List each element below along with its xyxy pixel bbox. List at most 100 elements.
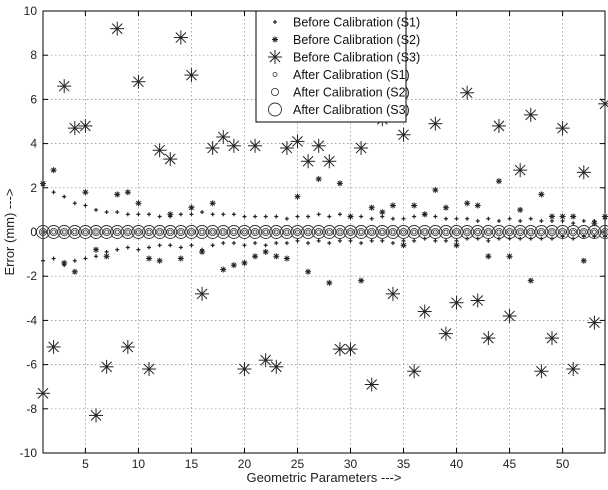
data-point bbox=[484, 227, 493, 236]
data-point bbox=[407, 225, 422, 239]
data-point bbox=[502, 308, 517, 323]
legend-label: After Calibration (S2) bbox=[293, 86, 410, 100]
data-point bbox=[438, 326, 453, 341]
data-point bbox=[195, 286, 210, 301]
data-point bbox=[147, 212, 152, 217]
y-tick-label: -8 bbox=[26, 402, 37, 416]
data-point bbox=[269, 225, 284, 239]
x-tick-label: 5 bbox=[82, 457, 89, 471]
data-point bbox=[570, 229, 576, 235]
data-point bbox=[571, 236, 576, 241]
data-point bbox=[314, 227, 323, 236]
data-point bbox=[306, 241, 311, 246]
data-point bbox=[93, 246, 100, 253]
data-point bbox=[51, 229, 57, 235]
data-point bbox=[428, 225, 443, 239]
data-point bbox=[453, 242, 460, 249]
data-point bbox=[205, 225, 220, 239]
data-point bbox=[506, 253, 513, 260]
data-point bbox=[581, 234, 586, 239]
data-point bbox=[496, 229, 502, 235]
data-point bbox=[263, 229, 269, 235]
data-point bbox=[216, 225, 231, 239]
data-point bbox=[113, 227, 122, 236]
data-point bbox=[332, 225, 347, 239]
data-point bbox=[306, 214, 311, 219]
data-point bbox=[40, 180, 46, 187]
data-point bbox=[295, 214, 300, 219]
x-tick-label: 45 bbox=[503, 457, 517, 471]
data-point bbox=[220, 229, 226, 235]
data-point bbox=[189, 243, 194, 248]
data-point bbox=[528, 216, 533, 221]
data-point bbox=[248, 138, 263, 153]
data-point bbox=[534, 364, 549, 379]
data-point bbox=[322, 225, 337, 239]
data-point bbox=[301, 225, 316, 239]
data-point bbox=[380, 214, 385, 219]
data-point bbox=[167, 211, 174, 218]
data-point bbox=[258, 353, 273, 368]
series-3 bbox=[36, 21, 608, 423]
data-point bbox=[399, 227, 408, 236]
data-point bbox=[189, 229, 194, 235]
data-point bbox=[184, 225, 199, 239]
data-point bbox=[142, 362, 157, 377]
data-point bbox=[555, 121, 570, 136]
data-point bbox=[99, 225, 114, 239]
data-point bbox=[145, 227, 154, 236]
data-point bbox=[422, 236, 427, 241]
data-point bbox=[560, 218, 565, 223]
data-point bbox=[547, 227, 556, 236]
data-point bbox=[199, 248, 206, 255]
legend-label: After Calibration (S3) bbox=[293, 103, 410, 117]
data-point bbox=[263, 243, 268, 248]
data-point bbox=[517, 206, 524, 213]
data-point bbox=[518, 218, 523, 223]
legend-marker bbox=[272, 72, 278, 77]
data-point bbox=[282, 227, 291, 236]
data-point bbox=[188, 204, 195, 211]
data-point bbox=[184, 68, 199, 83]
data-point bbox=[173, 225, 188, 239]
data-point bbox=[237, 362, 252, 377]
data-point bbox=[305, 268, 312, 275]
data-point bbox=[221, 241, 226, 246]
data-point bbox=[301, 154, 316, 169]
data-point bbox=[284, 229, 290, 235]
data-point bbox=[51, 190, 56, 195]
data-point bbox=[348, 229, 353, 235]
data-point bbox=[385, 225, 400, 239]
data-point bbox=[114, 191, 121, 198]
data-point bbox=[274, 214, 279, 219]
data-point bbox=[39, 227, 48, 236]
data-point bbox=[343, 225, 358, 239]
data-point bbox=[157, 214, 162, 219]
data-point bbox=[110, 225, 125, 239]
data-point bbox=[94, 254, 99, 259]
data-point bbox=[146, 255, 153, 262]
data-point bbox=[335, 227, 344, 236]
data-point bbox=[496, 236, 501, 241]
data-point bbox=[155, 227, 164, 236]
data-point bbox=[528, 236, 533, 241]
data-point bbox=[549, 218, 554, 223]
data-point bbox=[136, 247, 141, 252]
data-point bbox=[433, 214, 438, 219]
y-axis-label: Error (mm) ---> bbox=[2, 188, 17, 275]
data-point bbox=[316, 212, 321, 217]
data-point bbox=[125, 245, 130, 250]
data-point bbox=[576, 225, 591, 239]
data-point bbox=[93, 229, 99, 235]
series-6 bbox=[36, 225, 608, 239]
data-point bbox=[103, 253, 110, 260]
data-point bbox=[62, 194, 67, 199]
data-point bbox=[379, 229, 385, 235]
data-point bbox=[99, 359, 114, 374]
data-point bbox=[443, 216, 448, 221]
data-point bbox=[354, 225, 369, 239]
data-point bbox=[485, 229, 491, 235]
data-point bbox=[407, 364, 422, 379]
x-tick-label: 25 bbox=[291, 457, 305, 471]
